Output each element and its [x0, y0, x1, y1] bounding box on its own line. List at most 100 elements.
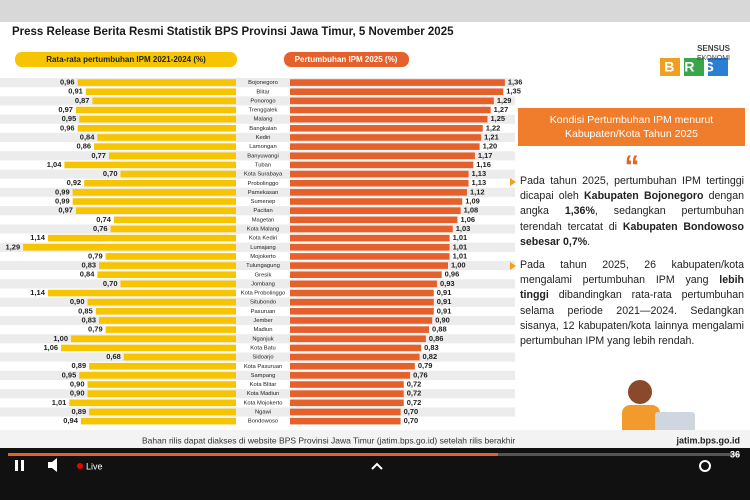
value-label: 0,83: [424, 343, 439, 352]
value-label: 0,74: [96, 215, 111, 224]
panel-title-box: [518, 108, 745, 146]
play-pause-button[interactable]: [15, 460, 24, 471]
category-label: Tulungagung: [246, 263, 280, 269]
bar: [79, 372, 236, 379]
bar: [290, 207, 461, 214]
expand-button[interactable]: [371, 462, 383, 470]
category-label: Kota Pasuruan: [244, 364, 282, 370]
bar: [290, 326, 430, 333]
bar: [290, 353, 420, 361]
value-label: 1,06: [460, 215, 475, 224]
logo-top: SENSUS: [697, 44, 731, 53]
bar: [290, 335, 426, 343]
value-label: 0,79: [418, 361, 433, 370]
live-label[interactable]: Live: [86, 461, 103, 471]
bold-text: Kabupaten Bondowoso sebesar 0,7%: [520, 220, 744, 248]
value-label: 1,16: [476, 160, 491, 169]
category-label: Nganjuk: [252, 336, 273, 342]
bar: [72, 189, 237, 196]
category-label: Pasuruan: [251, 309, 276, 315]
value-label: 0,86: [429, 334, 444, 343]
volume-button[interactable]: [48, 458, 57, 472]
value-label: 1,27: [494, 105, 509, 114]
value-label: 0,97: [58, 105, 73, 114]
value-label: 1,21: [484, 132, 499, 141]
value-label: 0,90: [70, 389, 85, 398]
bar: [97, 134, 237, 141]
bar: [290, 106, 491, 114]
category-label: Kota Mojokerto: [244, 400, 283, 406]
value-label: 1,08: [464, 206, 479, 215]
bar: [290, 97, 494, 105]
bar: [71, 335, 236, 343]
value-label: 0,90: [435, 315, 450, 324]
category-label: Pamekasan: [248, 190, 279, 196]
text: , sedangkan pertumbuhan terendah tercata…: [520, 205, 744, 233]
row-stripe: [0, 224, 515, 234]
bar: [290, 317, 433, 324]
category-label: Kota Batu: [250, 345, 275, 351]
category-label: Lamongan: [249, 144, 276, 150]
bar: [99, 262, 236, 269]
value-label: 1,29: [497, 96, 512, 105]
value-label: 1,04: [47, 160, 62, 169]
bar: [290, 408, 401, 416]
bar: [120, 170, 236, 178]
bar: [87, 381, 236, 388]
value-label: 0,91: [437, 288, 452, 297]
bar: [290, 234, 450, 242]
bar: [80, 417, 237, 425]
text: dibandingkan rata-rata pertumbuhan selam…: [520, 289, 744, 348]
value-label: 1,01: [52, 398, 67, 407]
bold-text: Kabupaten Bojonegoro: [584, 190, 704, 203]
value-label: 1,25: [491, 114, 506, 123]
bar: [290, 115, 488, 123]
bold-text: lebih tinggi: [520, 274, 744, 302]
footer-band: [0, 430, 750, 450]
value-label: 0,76: [93, 224, 108, 233]
value-label: 0,91: [68, 87, 83, 96]
value-label: 0,88: [432, 325, 447, 334]
bar: [290, 198, 463, 205]
value-label: 0,85: [78, 306, 93, 315]
value-label: 0,89: [72, 361, 87, 370]
logo-s: [708, 58, 728, 76]
bar: [92, 97, 236, 105]
bar: [47, 289, 237, 297]
value-label: 0,70: [103, 169, 118, 178]
category-label: Kota Malang: [247, 227, 280, 233]
settings-button[interactable]: [699, 460, 711, 472]
bold-text: 1,36%: [564, 205, 595, 218]
player-number: 36: [730, 449, 740, 459]
bar: [108, 152, 236, 160]
bar: [290, 88, 504, 96]
row-stripe: [0, 407, 515, 417]
category-label: Ngawi: [255, 410, 271, 416]
bar: [290, 179, 469, 187]
value-label: 0,95: [62, 370, 77, 379]
value-label: 0,96: [60, 123, 75, 132]
row-stripe: [0, 114, 515, 124]
live-dot: [77, 463, 83, 469]
value-label: 1,01: [453, 251, 468, 260]
bar: [105, 326, 237, 333]
value-label: 0,96: [445, 270, 460, 279]
row-stripe: [0, 96, 515, 106]
value-label: 0,86: [76, 142, 91, 151]
category-label: Jember: [253, 318, 272, 324]
row-stripe: [0, 352, 515, 362]
bar: [87, 298, 236, 306]
bar: [290, 125, 483, 132]
bar: [290, 134, 482, 141]
value-label: 0,84: [80, 270, 95, 279]
category-label: Probolinggo: [248, 181, 279, 187]
logo-middle: EKONOMI: [697, 55, 730, 62]
value-label: 1,13: [472, 178, 487, 187]
category-label: Magetan: [252, 217, 275, 223]
footer-website: jatim.bps.go.id: [675, 435, 740, 445]
bar: [89, 362, 237, 370]
value-label: 1,22: [486, 123, 501, 132]
bar: [113, 216, 236, 224]
bar: [290, 372, 411, 379]
